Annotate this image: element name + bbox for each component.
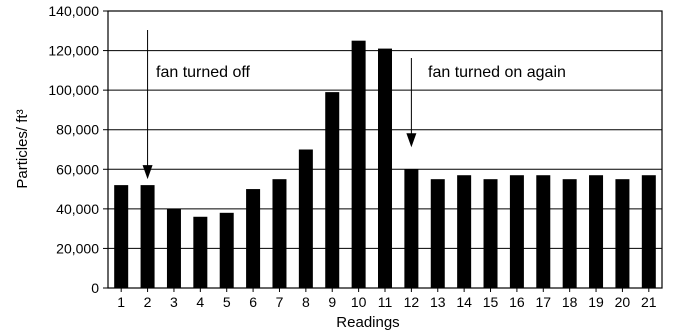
- bar-11: [378, 48, 392, 288]
- annotation-label: fan turned on again: [428, 64, 566, 81]
- annotations: fan turned off fan turned on again: [142, 30, 566, 180]
- bar-13: [430, 179, 445, 288]
- annotation-arrowhead: [142, 165, 153, 180]
- x-tick-label: 15: [483, 294, 499, 310]
- x-tick-label: 13: [430, 294, 446, 310]
- x-axis-label: Readings: [336, 314, 399, 331]
- bar-14: [457, 175, 472, 288]
- x-tick-label: 17: [535, 294, 551, 310]
- bar-5: [219, 212, 234, 288]
- bar-12: [404, 169, 419, 288]
- x-tick-label: 21: [641, 294, 657, 310]
- bar-20: [615, 179, 630, 288]
- bar-21: [641, 175, 656, 288]
- y-tick-label: 80,000: [56, 122, 99, 138]
- bar-7: [272, 179, 287, 288]
- y-tick-label: 120,000: [48, 43, 99, 59]
- x-tick-label: 19: [588, 294, 604, 310]
- annotation-arrowhead: [406, 133, 417, 148]
- y-axis-ticks: 0 20,000 40,000 60,000 80,000 100,000 120,000 1…: [48, 3, 108, 296]
- y-axis-label: Particles/ ft³: [14, 109, 31, 188]
- x-tick-label: 16: [509, 294, 525, 310]
- x-tick-label: 3: [170, 294, 178, 310]
- x-tick-label: 14: [456, 294, 472, 310]
- bar-17: [536, 175, 551, 288]
- bar-8: [298, 149, 313, 288]
- y-tick-label: 0: [91, 280, 99, 296]
- x-tick-label: 11: [378, 294, 393, 310]
- x-tick-label: 12: [404, 294, 420, 310]
- bar-10: [351, 40, 366, 288]
- x-tick-label: 4: [196, 294, 204, 310]
- bar-3: [166, 208, 181, 288]
- bars: [114, 40, 656, 288]
- bar-19: [589, 175, 604, 288]
- x-tick-label: 8: [302, 294, 310, 310]
- x-tick-label: 1: [117, 294, 125, 310]
- y-tick-label: 60,000: [56, 161, 99, 177]
- bar-16: [509, 175, 524, 288]
- x-tick-label: 20: [615, 294, 631, 310]
- y-tick-label: 20,000: [56, 240, 99, 256]
- x-tick-label: 6: [249, 294, 257, 310]
- bar-2: [140, 185, 155, 288]
- annotation-label: fan turned off: [156, 64, 251, 81]
- bar-1: [114, 185, 129, 288]
- bar-15: [483, 179, 498, 288]
- x-tick-label: 5: [223, 294, 231, 310]
- y-tick-label: 40,000: [56, 201, 99, 217]
- bar-18: [562, 179, 577, 288]
- x-tick-label: 2: [144, 294, 152, 310]
- x-tick-label: 18: [562, 294, 578, 310]
- x-tick-label: 10: [351, 294, 367, 310]
- y-tick-label: 100,000: [48, 82, 99, 98]
- bar-4: [193, 216, 208, 288]
- bar-6: [246, 189, 261, 288]
- bar-9: [325, 92, 340, 288]
- x-axis-ticks: 1 2 3 4 5 6 7 8 9 10 11 12 13 14 15 16 17 18 19 20 21: [117, 288, 657, 310]
- x-tick-label: 7: [276, 294, 284, 310]
- x-tick-label: 9: [328, 294, 336, 310]
- y-tick-label: 140,000: [48, 3, 99, 19]
